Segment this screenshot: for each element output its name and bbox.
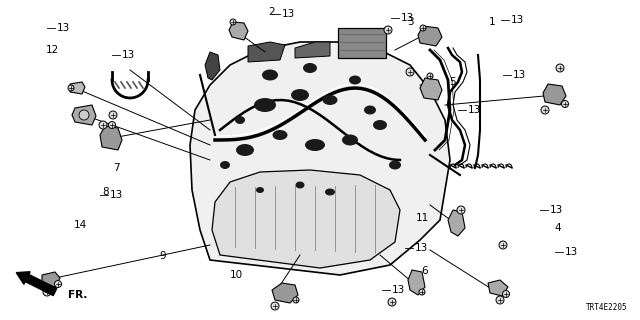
Polygon shape <box>448 210 465 236</box>
Circle shape <box>561 100 568 108</box>
Text: 9: 9 <box>160 251 166 261</box>
Text: 13: 13 <box>564 247 578 257</box>
Polygon shape <box>70 82 85 94</box>
FancyBboxPatch shape <box>338 28 386 58</box>
Circle shape <box>109 122 115 129</box>
Text: 13: 13 <box>549 205 563 215</box>
Text: 14: 14 <box>74 220 86 230</box>
Text: 10: 10 <box>229 270 243 280</box>
Ellipse shape <box>273 130 287 140</box>
Text: 11: 11 <box>415 213 429 223</box>
Circle shape <box>271 302 279 310</box>
Polygon shape <box>248 42 285 62</box>
Circle shape <box>293 297 299 303</box>
Text: 13: 13 <box>467 105 481 115</box>
Ellipse shape <box>305 139 325 151</box>
Polygon shape <box>205 52 220 80</box>
Circle shape <box>68 85 74 91</box>
FancyArrow shape <box>16 272 57 296</box>
Ellipse shape <box>235 116 245 124</box>
Text: 13: 13 <box>513 70 525 80</box>
Text: 2: 2 <box>269 7 275 17</box>
Ellipse shape <box>323 95 337 105</box>
Polygon shape <box>42 272 60 287</box>
Circle shape <box>496 296 504 304</box>
Polygon shape <box>190 42 450 275</box>
Text: TRT4E2205: TRT4E2205 <box>586 303 628 312</box>
Circle shape <box>420 25 426 31</box>
Text: 13: 13 <box>414 243 428 253</box>
Circle shape <box>79 110 89 120</box>
Ellipse shape <box>373 120 387 130</box>
Text: 13: 13 <box>56 23 70 33</box>
Text: 13: 13 <box>282 9 294 19</box>
Text: 13: 13 <box>401 13 413 23</box>
Text: 13: 13 <box>510 15 524 25</box>
Text: 13: 13 <box>122 50 134 60</box>
Text: 13: 13 <box>392 285 404 295</box>
Circle shape <box>54 281 61 287</box>
Polygon shape <box>543 84 566 105</box>
Text: 3: 3 <box>406 17 413 27</box>
Ellipse shape <box>342 134 358 146</box>
Polygon shape <box>488 280 508 296</box>
Polygon shape <box>229 22 248 40</box>
Circle shape <box>541 106 549 114</box>
Ellipse shape <box>256 187 264 193</box>
Ellipse shape <box>254 98 276 112</box>
Text: 8: 8 <box>102 187 109 197</box>
Circle shape <box>419 289 425 295</box>
Ellipse shape <box>303 63 317 73</box>
Text: 4: 4 <box>555 223 561 233</box>
Circle shape <box>499 241 507 249</box>
Circle shape <box>230 19 236 25</box>
Circle shape <box>43 288 51 296</box>
Circle shape <box>384 26 392 34</box>
Ellipse shape <box>364 106 376 115</box>
Circle shape <box>388 298 396 306</box>
Polygon shape <box>418 26 442 46</box>
Polygon shape <box>408 270 425 295</box>
Text: 5: 5 <box>450 77 456 87</box>
Circle shape <box>99 121 107 129</box>
Circle shape <box>406 68 414 76</box>
Circle shape <box>427 73 433 79</box>
Ellipse shape <box>325 188 335 196</box>
Polygon shape <box>72 105 96 125</box>
Ellipse shape <box>296 181 305 188</box>
Ellipse shape <box>262 69 278 81</box>
Text: 1: 1 <box>489 17 495 27</box>
Polygon shape <box>272 283 298 303</box>
Text: 7: 7 <box>113 163 119 173</box>
Circle shape <box>556 64 564 72</box>
Polygon shape <box>100 126 122 150</box>
Circle shape <box>502 291 509 298</box>
Ellipse shape <box>349 76 361 84</box>
Polygon shape <box>420 78 442 100</box>
Ellipse shape <box>220 161 230 169</box>
Polygon shape <box>295 42 330 58</box>
Circle shape <box>109 111 117 119</box>
Ellipse shape <box>389 161 401 170</box>
Text: FR.: FR. <box>68 290 88 300</box>
Ellipse shape <box>291 89 309 101</box>
Polygon shape <box>212 170 400 268</box>
Text: 13: 13 <box>109 190 123 200</box>
Text: 6: 6 <box>422 266 428 276</box>
Circle shape <box>457 206 465 214</box>
Text: 12: 12 <box>45 45 59 55</box>
Ellipse shape <box>236 144 254 156</box>
